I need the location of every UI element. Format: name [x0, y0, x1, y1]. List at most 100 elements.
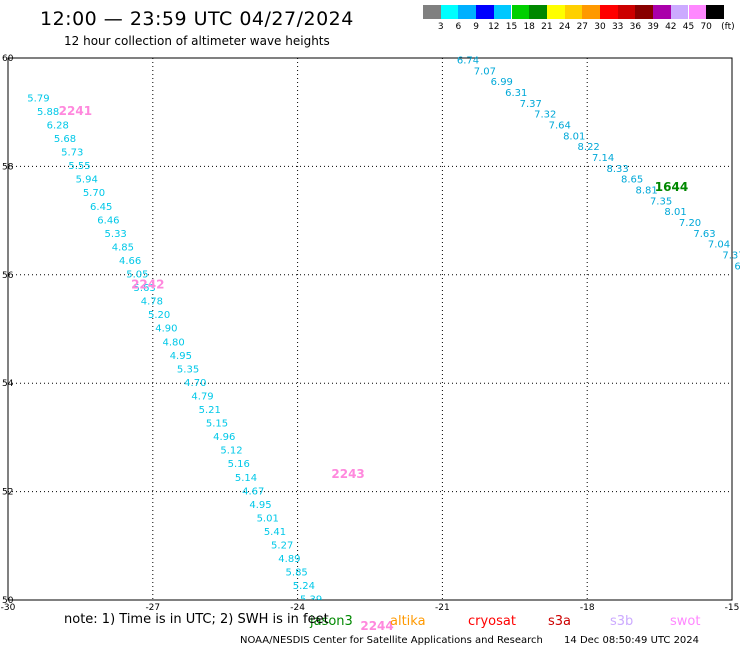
wave-height-point: 8.33 — [607, 164, 629, 175]
credit-text: NOAA/NESDIS Center for Satellite Applica… — [240, 635, 543, 646]
wave-height-point: 6.46 — [97, 215, 119, 226]
wave-height-point: 5.33 — [105, 229, 127, 240]
wave-height-point: 5.55 — [68, 161, 90, 172]
color-scale-swatch — [653, 5, 671, 19]
color-scale-swatch — [688, 5, 707, 19]
credit-line: NOAA/NESDIS Center for Satellite Applica… — [240, 635, 699, 646]
x-tick-label: -30 — [1, 603, 16, 613]
satellite-legend-altika: altika — [390, 614, 426, 629]
wave-height-point: 5.24 — [293, 581, 315, 592]
color-scale-unit: (ft) — [721, 22, 735, 32]
color-scale-swatch — [706, 5, 724, 19]
color-scale-label: 18 — [523, 22, 535, 32]
color-scale-label: 70 — [700, 22, 712, 32]
wave-height-point: 5.15 — [206, 419, 228, 430]
satellite-legend-s3a: s3a — [548, 614, 571, 629]
wave-height-point: 6. — [734, 261, 740, 272]
color-scale-swatch — [617, 5, 636, 19]
color-scale-swatch — [529, 5, 547, 19]
wave-height-point: 5.68 — [54, 134, 76, 145]
wave-height-point: 7.20 — [679, 218, 701, 229]
color-scale-label: 15 — [505, 22, 518, 32]
color-scale-label: 9 — [473, 22, 479, 32]
wave-height-point: 4.96 — [213, 432, 235, 443]
satellite-legend-jason3: jason3 — [309, 614, 353, 629]
y-tick-label: 60 — [2, 54, 14, 64]
x-tick-label: -18 — [580, 603, 595, 613]
satellite-legend-cryosat: cryosat — [468, 614, 516, 629]
wave-height-point: 7.07 — [474, 66, 496, 77]
pass-time-label: 2244 — [360, 619, 393, 633]
color-scale-swatch — [564, 5, 583, 19]
wave-height-point: 4.85 — [112, 242, 134, 253]
generated-timestamp: 14 Dec 08:50:49 UTC 2024 — [564, 635, 700, 646]
wave-height-point: 5.14 — [235, 473, 257, 484]
color-scale-swatch — [600, 5, 618, 19]
wave-height-point: 6.74 — [457, 55, 479, 66]
color-scale-swatch — [511, 5, 530, 19]
wave-height-point: 4.67 — [242, 486, 264, 497]
color-scale-label: 45 — [682, 22, 695, 32]
wave-height-point: 7.63 — [693, 229, 715, 240]
color-scale-label: 36 — [629, 22, 642, 32]
pass-time-label: 2241 — [59, 104, 92, 118]
wave-height-point: 5.70 — [83, 188, 105, 199]
footnote: note: 1) Time is in UTC; 2) SWH is in fe… — [64, 612, 329, 627]
wave-height-point: 5.88 — [37, 107, 59, 118]
color-scale-swatch — [670, 5, 689, 19]
wave-height-point: 5.79 — [27, 93, 49, 104]
satellite-legend-swot: swot — [670, 614, 700, 629]
wave-height-point: 5.21 — [199, 405, 221, 416]
x-tick-label: -15 — [725, 603, 740, 613]
wave-height-point: 8.01 — [664, 207, 686, 218]
wave-height-point: 6.28 — [47, 120, 69, 131]
wave-height-point: 7.37 — [722, 251, 740, 262]
wave-height-point: 5.16 — [228, 459, 250, 470]
wave-height-point: 8.22 — [578, 142, 600, 153]
x-tick-label: -24 — [290, 603, 305, 613]
wave-height-point: 7.32 — [534, 110, 556, 121]
wave-height-point: 5.27 — [271, 541, 293, 552]
chart-subtitle: 12 hour collection of altimeter wave hei… — [64, 34, 330, 48]
y-tick-label: 58 — [2, 162, 14, 172]
color-scale-swatch — [440, 5, 459, 19]
wave-height-point: 4.78 — [141, 297, 163, 308]
wave-height-point: 4.66 — [119, 256, 141, 267]
wave-height-point: 4.70 — [184, 378, 206, 389]
wave-height-point: 5.39 — [300, 595, 322, 606]
wave-height-point: 7.37 — [520, 99, 542, 110]
y-tick-label: 50 — [2, 596, 14, 606]
plot-frame — [7, 57, 733, 601]
chart-title: 12:00 — 23:59 UTC 04/27/2024 — [40, 8, 354, 30]
wave-height-point: 5.01 — [257, 513, 279, 524]
color-scale-label: 42 — [665, 22, 677, 32]
wave-height-point: 4.95 — [170, 351, 192, 362]
wave-height-point: 5.85 — [286, 568, 308, 579]
color-scale-label: 33 — [611, 22, 624, 32]
color-scale-swatch — [635, 5, 654, 19]
color-scale-label: 39 — [647, 22, 659, 32]
wave-height-point: 8.81 — [635, 186, 657, 197]
color-scale-swatch — [476, 5, 494, 19]
y-tick-label: 56 — [2, 271, 14, 281]
wave-height-point: 4.80 — [162, 337, 184, 348]
pass-time-label: 1644 — [655, 180, 688, 194]
color-scale-swatch — [423, 5, 441, 19]
satellite-legend-s3b: s3b — [610, 614, 633, 629]
wave-height-point: 5.35 — [177, 364, 199, 375]
wave-height-point: 8.65 — [621, 175, 643, 186]
wave-height-point: 8.01 — [563, 131, 585, 142]
color-scale-label: 6 — [455, 22, 462, 32]
color-scale-label: 21 — [541, 22, 553, 32]
wave-height-point: 6.45 — [90, 202, 112, 213]
wave-height-point: 7.64 — [549, 120, 571, 131]
color-scale-swatch — [546, 5, 565, 19]
color-scale-swatch — [582, 5, 600, 19]
wave-height-point: 5.12 — [220, 446, 242, 457]
x-tick-label: -27 — [145, 603, 160, 613]
wave-height-point: 4.90 — [155, 324, 177, 335]
wave-height-point: 5.73 — [61, 148, 83, 159]
y-tick-label: 54 — [2, 379, 14, 389]
pass-time-label: 2242 — [131, 277, 164, 291]
